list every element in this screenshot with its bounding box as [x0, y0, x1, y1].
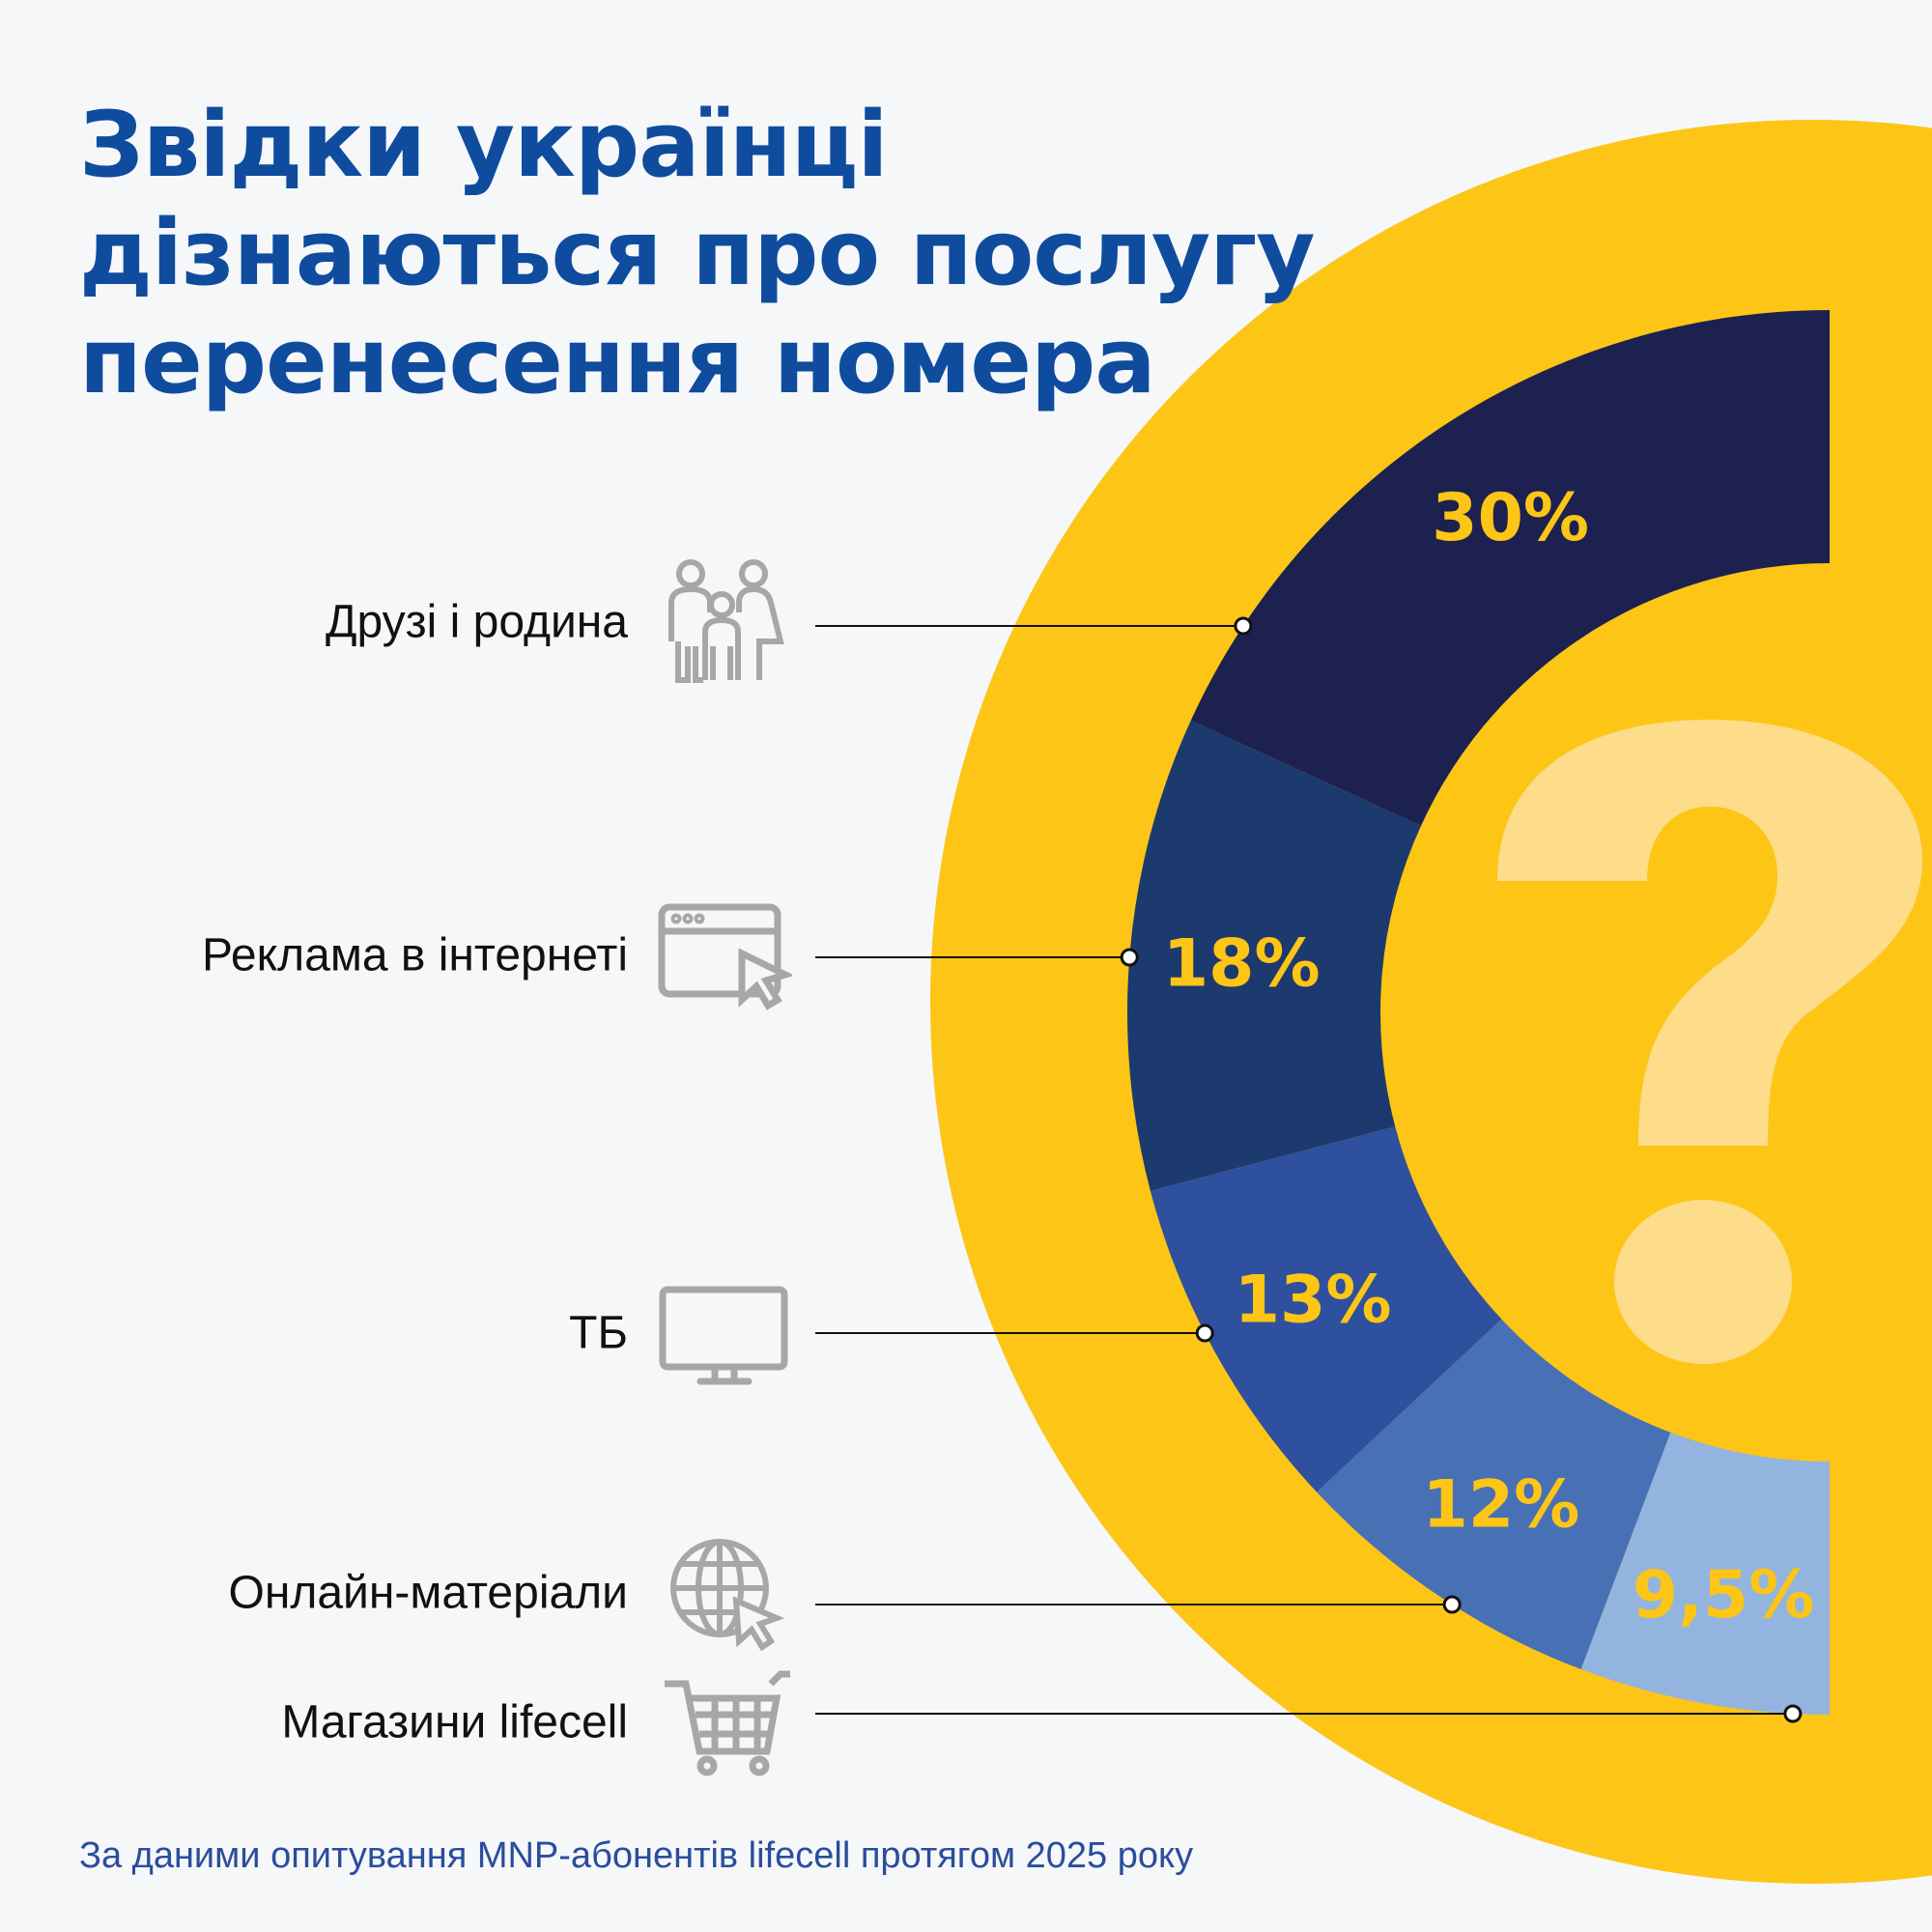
donut-segment	[1317, 1319, 1671, 1669]
question-mark-dot	[1614, 1200, 1792, 1364]
donut-segment	[1126, 720, 1422, 1191]
leader-dot	[1783, 1704, 1803, 1723]
globe-cursor-icon	[670, 1539, 785, 1652]
value-label: 9,5%	[1633, 1557, 1815, 1634]
legend-label-internet-ads: Реклама в інтернеті	[202, 929, 628, 981]
value-label: 30%	[1432, 480, 1589, 556]
value-label: 18%	[1163, 926, 1321, 1003]
browser-cursor-icon	[658, 903, 792, 1010]
tv-monitor-icon	[659, 1286, 788, 1385]
shopping-cart-icon	[665, 1670, 790, 1776]
leader-dot	[1442, 1595, 1462, 1614]
leader-dot	[1234, 616, 1253, 636]
leader-dot	[1120, 948, 1139, 967]
legend-label-lifecell-stores: Магазини lifecell	[281, 1696, 628, 1748]
donut-segment	[1190, 310, 1830, 826]
donut-segment	[1150, 1126, 1502, 1492]
leader-dot	[1195, 1323, 1214, 1343]
legend-label-online-materials: Онлайн-матеріали	[228, 1567, 628, 1619]
family-icon	[668, 559, 784, 683]
donut-segment	[1580, 1432, 1830, 1715]
question-mark-hook	[1497, 720, 1922, 1146]
question-mark	[1497, 720, 1922, 1364]
title-line: Звідки українці	[79, 93, 889, 198]
source-note: За даними опитування MNP-абонентів lifec…	[79, 1835, 1194, 1876]
value-label: 12%	[1423, 1467, 1580, 1544]
page-title: Звідки українці дізнаються про послугу п…	[79, 92, 1316, 416]
title-line: дізнаються про послугу	[79, 201, 1316, 306]
title-line: перенесення номера	[79, 309, 1156, 414]
value-label: 13%	[1235, 1262, 1392, 1338]
legend-label-tv: ТБ	[569, 1307, 628, 1359]
legend-label-friends-family: Друзі і родина	[325, 596, 628, 648]
